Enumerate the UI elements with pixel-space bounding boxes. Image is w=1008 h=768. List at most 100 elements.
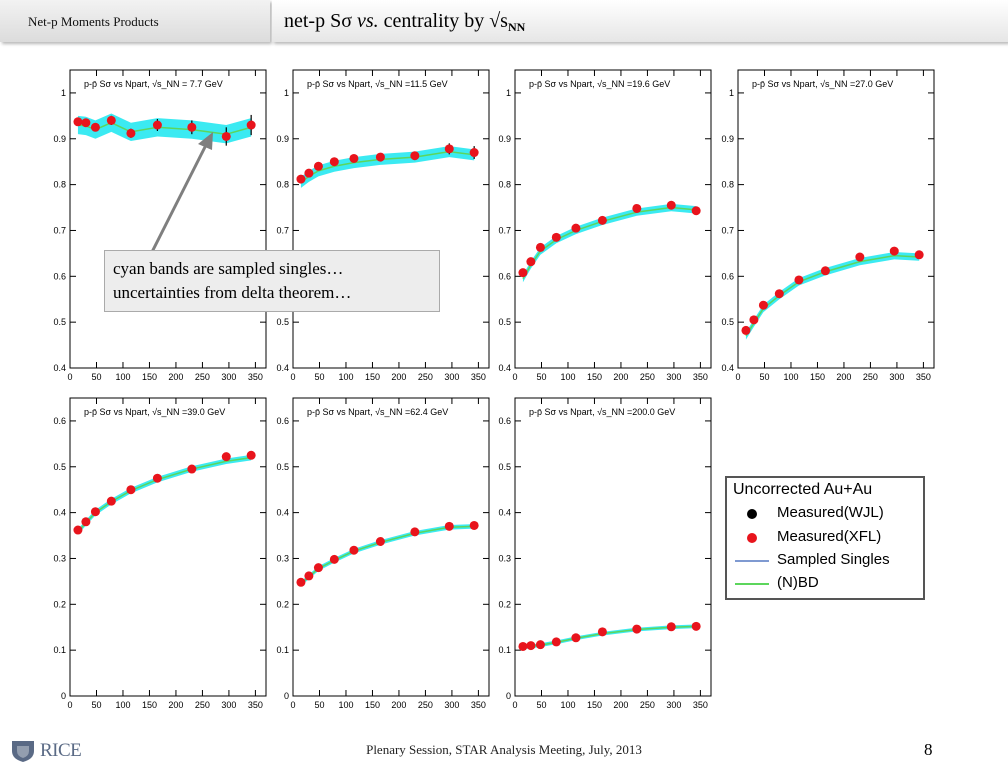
y-tick-label: 0.2 [498,599,511,609]
data-point-xfl [774,289,784,299]
y-tick-label: 0.6 [498,416,511,426]
chart-panel-3: p-p̄ Sσ vs Npart, √s_NN =19.6 GeV 0.4 0.5 0… [498,69,712,382]
y-tick-label: 0.5 [53,462,66,472]
x-tick-label: 350 [916,372,931,382]
plot-frame [69,397,267,697]
y-tick-label: 1 [506,88,511,98]
title-main: net-p Sσ [284,10,357,32]
x-tick-label: 250 [863,372,878,382]
y-tick-label: 0.3 [53,553,66,563]
x-tick-label: 250 [640,700,655,710]
plot-frame [514,397,712,697]
x-tick-label: 100 [338,372,353,382]
data-point-xfl [375,152,385,162]
title-rest: centrality by √s [378,10,508,32]
x-tick-label: 300 [889,372,904,382]
data-point-xfl [304,571,314,581]
data-point-xfl [914,250,924,260]
y-tick-label: 0.8 [276,180,289,190]
logo-text: RICE [40,740,82,761]
chart-panel-4: p-p̄ Sσ vs Npart, √s_NN =27.0 GeV 0.4 0.5 0… [721,69,935,382]
x-tick-label: 250 [195,700,210,710]
data-point-xfl [794,275,804,285]
section-tab: Net-p Moments Products [0,0,270,42]
legend-label-sampled: Sampled Singles [777,551,890,568]
x-tick-label: 0 [67,700,72,710]
x-tick-label: 50 [314,372,324,382]
x-tick-label: 350 [471,372,486,382]
y-tick-label: 0 [61,691,66,701]
data-point-xfl [741,325,751,335]
data-point-xfl [296,174,306,184]
y-tick-label: 0.6 [721,271,734,281]
panel-title: p-p̄ Sσ vs Npart, √s_NN = 7.7 GeV [84,79,223,89]
y-tick-label: 1 [729,88,734,98]
panel-title: p-p̄ Sσ vs Npart, √s_NN =39.0 GeV [84,407,225,417]
data-point-xfl [691,206,701,216]
plot-frame [292,69,490,369]
y-tick-label: 1 [284,88,289,98]
x-tick-label: 150 [142,700,157,710]
data-point-xfl [126,128,136,138]
data-point-xfl [246,120,256,130]
x-tick-label: 150 [365,700,380,710]
x-tick-label: 100 [783,372,798,382]
legend-label-xfl: Measured(XFL) [777,528,882,545]
y-tick-label: 0 [506,691,511,701]
x-tick-label: 100 [115,372,130,382]
data-point-xfl [469,520,479,530]
data-point-xfl [691,621,701,631]
x-tick-label: 0 [735,372,740,382]
data-point-xfl [410,527,420,537]
y-tick-label: 0.4 [276,508,289,518]
x-tick-label: 350 [693,372,708,382]
x-tick-label: 100 [115,700,130,710]
title-italic: vs. [357,10,379,32]
y-tick-label: 0 [284,691,289,701]
y-tick-label: 0.9 [721,134,734,144]
data-point-xfl [535,242,545,252]
data-point-xfl [444,521,454,531]
data-point-xfl [889,246,899,256]
data-point-xfl [632,203,642,213]
legend-marker-nbd [735,583,769,585]
data-point-xfl [304,168,314,178]
y-tick-label: 0.5 [276,317,289,327]
x-tick-label: 300 [444,372,459,382]
y-tick-label: 0.6 [53,271,66,281]
y-tick-label: 0.5 [721,317,734,327]
legend-item-measured-xfl: Measured(XFL) [727,528,923,548]
data-point-xfl [152,473,162,483]
x-tick-label: 50 [314,700,324,710]
y-tick-label: 0.3 [498,553,511,563]
data-point-xfl [571,223,581,233]
x-tick-label: 50 [91,700,101,710]
x-tick-label: 350 [248,700,263,710]
x-tick-label: 0 [290,372,295,382]
x-tick-label: 50 [536,372,546,382]
data-point-xfl [90,122,100,132]
data-point-xfl [349,545,359,555]
data-point-xfl [81,118,91,128]
legend-item-nbd: (N)BD [727,574,923,594]
legend-marker-sampled [735,560,769,562]
x-tick-label: 150 [142,372,157,382]
x-tick-label: 200 [391,372,406,382]
x-tick-label: 300 [666,700,681,710]
y-tick-label: 0.6 [498,271,511,281]
x-tick-label: 250 [418,372,433,382]
y-tick-label: 0.4 [498,363,511,373]
data-point-xfl [526,257,536,267]
data-point-xfl [329,554,339,564]
data-point-xfl [329,157,339,167]
x-tick-label: 150 [810,372,825,382]
legend-item-measured-wjl: Measured(WJL) [727,504,923,524]
y-tick-label: 0.8 [53,180,66,190]
x-tick-label: 0 [67,372,72,382]
data-point-xfl [73,525,83,535]
data-point-xfl [444,144,454,154]
slide-title: net-p Sσ vs. centrality by √sNN [284,10,525,35]
y-tick-label: 0.3 [276,553,289,563]
data-point-xfl [106,496,116,506]
